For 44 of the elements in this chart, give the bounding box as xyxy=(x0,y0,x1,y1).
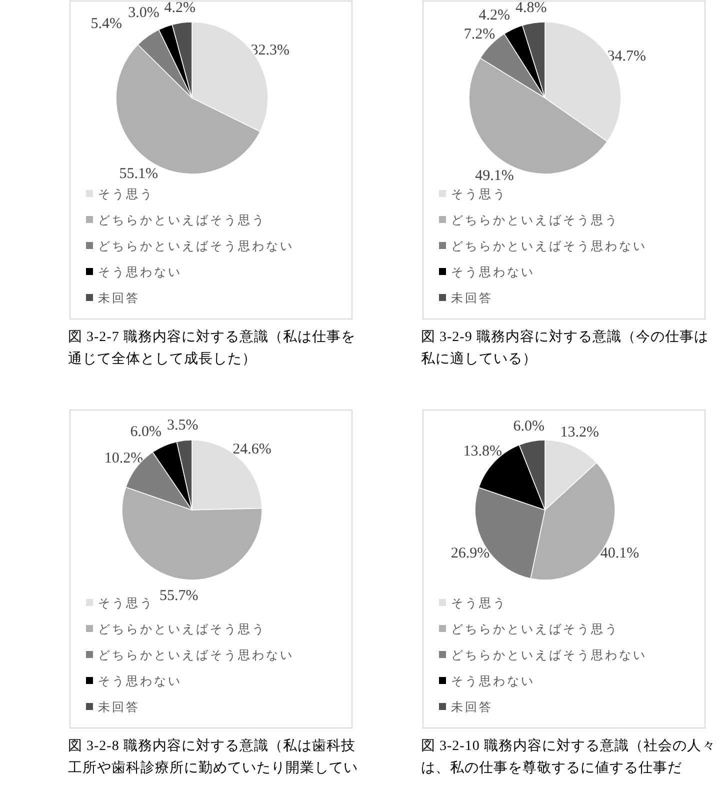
text: 図 3-2-10 職務内容に対する意識（社会の人々は、私の仕事を尊敬するに値する仕事だ xyxy=(421,737,717,778)
data-label: 4.8% xyxy=(516,0,547,16)
data-label: 26.9% xyxy=(450,546,490,562)
data-label: 4.2% xyxy=(478,8,510,24)
legend-label: そう思わない xyxy=(98,265,182,279)
legend-label: そう思わない xyxy=(451,265,535,279)
text: 図 3-2-9 職務内容に対する意識（今の仕事は私に適している） xyxy=(421,328,710,369)
legend-label: どちらかといえばそう思わない xyxy=(98,648,294,662)
data-label: 4.2% xyxy=(164,0,196,16)
legend-label: どちらかといえばそう思わない xyxy=(451,239,647,253)
legend-label: 未回答 xyxy=(98,700,140,714)
legend-label: そう思わない xyxy=(98,674,182,688)
data-label: 10.2% xyxy=(104,450,144,467)
data-label: 55.1% xyxy=(119,166,158,182)
data-label: 34.7% xyxy=(607,48,646,64)
legend-label: どちらかといえばそう思わない xyxy=(98,239,294,253)
legend-label: 未回答 xyxy=(451,700,493,714)
text: 図 3-2-8 職務内容に対する意識（私は歯科技工所や歯科診療所に勤めていたり開業してい xyxy=(68,737,359,778)
data-label: 55.7% xyxy=(159,588,198,604)
legend-label: そう思う xyxy=(451,596,507,610)
legend-label: どちらかといえばそう思う xyxy=(98,622,266,636)
data-label: 3.5% xyxy=(166,418,198,434)
data-label: 7.2% xyxy=(464,26,496,42)
data-label: 49.1% xyxy=(475,168,514,184)
legend-label: そう思う xyxy=(451,187,507,201)
text: 図 3-2-7 職務内容に対する意識（私は仕事を通じて全体として成長した） xyxy=(68,328,356,369)
legend-label: 未回答 xyxy=(451,291,493,305)
legend-label: そう思わない xyxy=(451,674,535,688)
data-label: 13.8% xyxy=(463,444,502,460)
data-label: 3.0% xyxy=(128,4,160,21)
data-label: 40.1% xyxy=(600,546,640,562)
legend-label: どちらかといえばそう思う xyxy=(98,213,266,227)
data-label: 6.0% xyxy=(513,418,545,435)
legend-label: どちらかといえばそう思う xyxy=(451,622,619,636)
data-label: 5.4% xyxy=(90,16,122,32)
legend-label: そう思う xyxy=(98,596,154,610)
legend-label: どちらかといえばそう思う xyxy=(451,213,619,227)
legend-label: どちらかといえばそう思わない xyxy=(451,648,647,662)
data-label: 13.2% xyxy=(560,424,600,440)
data-label: 24.6% xyxy=(232,441,272,458)
data-label: 32.3% xyxy=(250,42,290,58)
legend-label: 未回答 xyxy=(98,291,140,305)
legend-label: そう思う xyxy=(98,187,154,201)
data-label: 6.0% xyxy=(130,424,162,440)
